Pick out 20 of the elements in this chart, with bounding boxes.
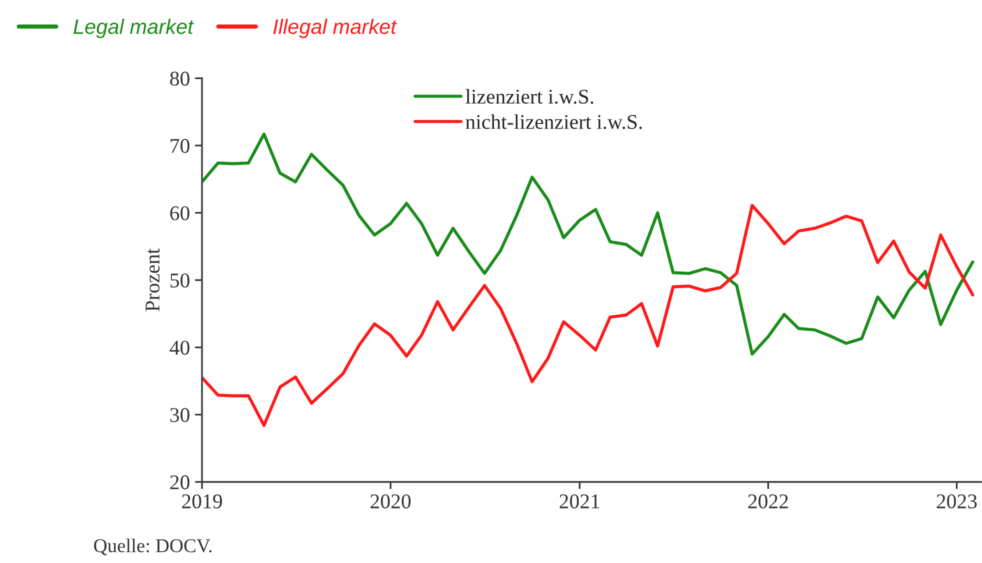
legend-label: lizenziert i.w.S. [466, 89, 594, 104]
y-tick-label: 50 [170, 273, 190, 288]
x-tick-label: 2022 [748, 494, 788, 508]
x-tick-label: 2019 [182, 494, 222, 508]
line-series [202, 204, 974, 427]
x-tick-label: 2021 [560, 494, 600, 508]
line-series [202, 132, 974, 356]
y-tick-label: 70 [170, 138, 190, 153]
text: Illegal market [273, 18, 398, 38]
y-axis-title: Prozent [146, 248, 160, 312]
source-note: Quelle: DOCV. [94, 538, 212, 556]
y-tick-label: 20 [170, 475, 190, 490]
x-tick-label: 2020 [370, 494, 411, 508]
legend-label: nicht-lizenziert i.w.S. [466, 114, 642, 130]
y-tick-label: 40 [170, 340, 190, 355]
y-tick-label: 80 [170, 72, 190, 86]
y-tick-label: 60 [170, 206, 190, 220]
y-tick-label: 30 [170, 408, 190, 422]
text: Legal market [74, 18, 194, 38]
x-tick-label: 2023 [936, 494, 977, 508]
